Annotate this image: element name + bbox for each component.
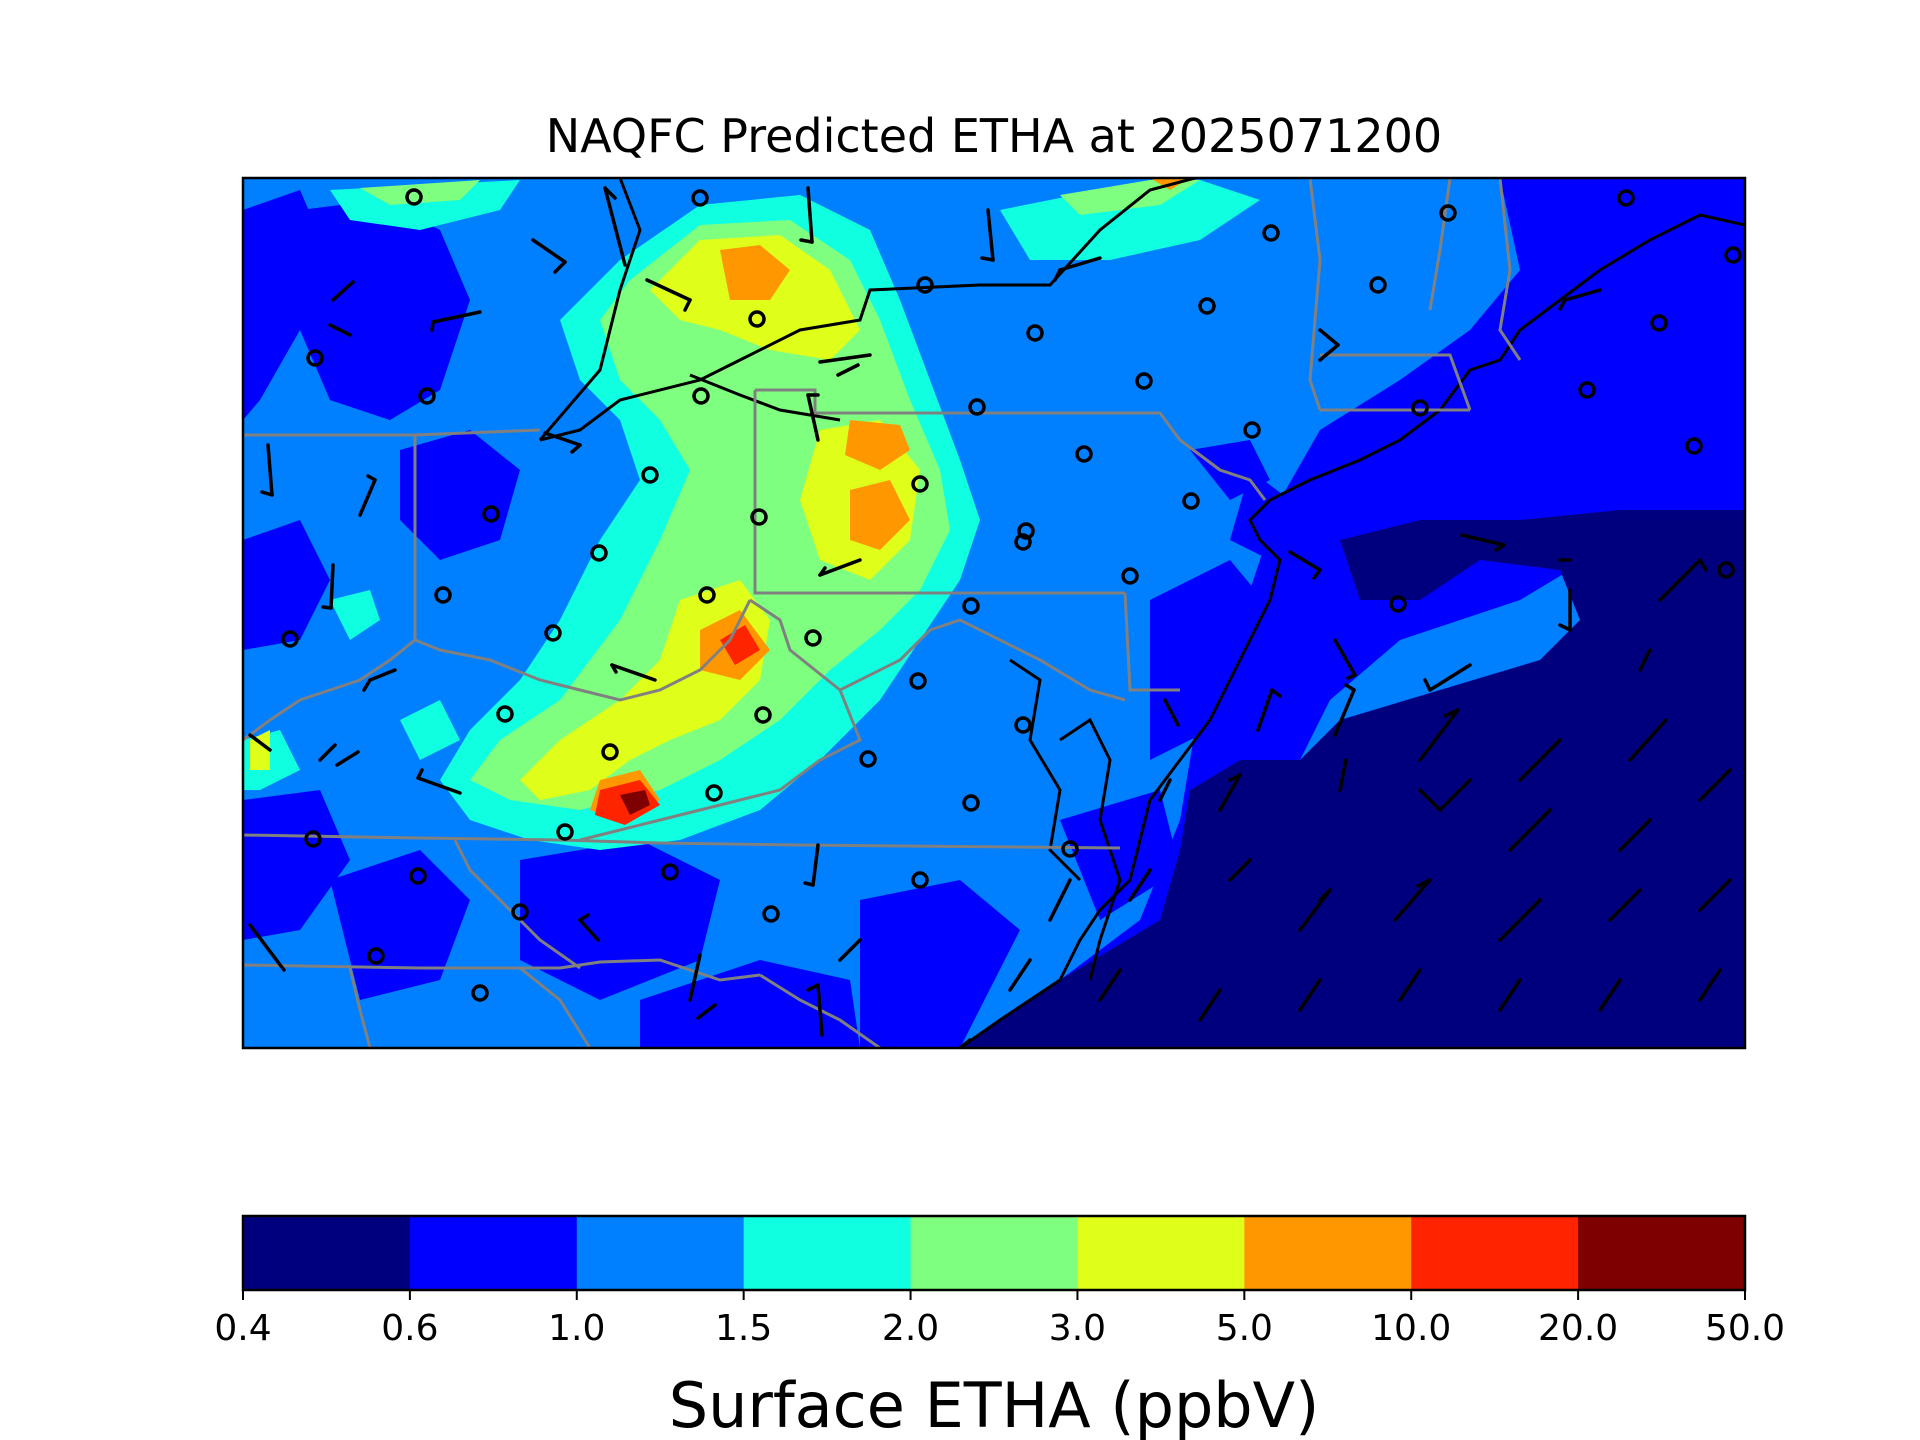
colorbar-tick-label: 1.5 [715, 1308, 772, 1349]
colorbar-tick-label: 3.0 [1049, 1308, 1106, 1349]
colorbar-segment [1244, 1216, 1412, 1290]
colorbar-tick-label: 1.0 [548, 1308, 605, 1349]
colorbar-label: Surface ETHA (ppbV) [669, 1369, 1320, 1440]
colorbar-frame [241, 1214, 1747, 1292]
map-panel [241, 176, 1747, 1050]
colorbar: 0.4 0.6 1.0 1.5 2.0 3.0 5.0 10.0 20.0 50.0 [214, 1214, 1785, 1349]
colorbar-tick-label: 5.0 [1216, 1308, 1273, 1349]
colorbar-segment [1077, 1216, 1245, 1290]
calm-wind-circles [281, 188, 1742, 1002]
colorbar-segment [243, 1216, 411, 1290]
colorbar-tick-label: 0.6 [381, 1308, 438, 1349]
wind-barbs [248, 186, 1732, 1048]
field-level-200 [620, 790, 650, 815]
colorbar-tick-label: 50.0 [1705, 1308, 1785, 1349]
colorbar-segment [1411, 1216, 1579, 1290]
colorbar-tick-label: 20.0 [1538, 1308, 1618, 1349]
colorbar-segment [743, 1216, 912, 1290]
field-level-04 [960, 510, 1745, 1048]
colorbar-segment [1578, 1216, 1746, 1290]
coastlines [538, 178, 1745, 1048]
colorbar-tick-label: 2.0 [882, 1308, 939, 1349]
state-borders [243, 178, 1522, 1048]
colorbar-segment [409, 1216, 578, 1290]
map-frame [241, 176, 1747, 1050]
colorbar-segment [576, 1216, 745, 1290]
colorbar-tick-label: 0.4 [214, 1308, 271, 1349]
colorbar-tick-label: 10.0 [1371, 1308, 1451, 1349]
map-title: NAQFC Predicted ETHA at 2025071200 [546, 109, 1442, 163]
colorbar-segment [910, 1216, 1078, 1290]
